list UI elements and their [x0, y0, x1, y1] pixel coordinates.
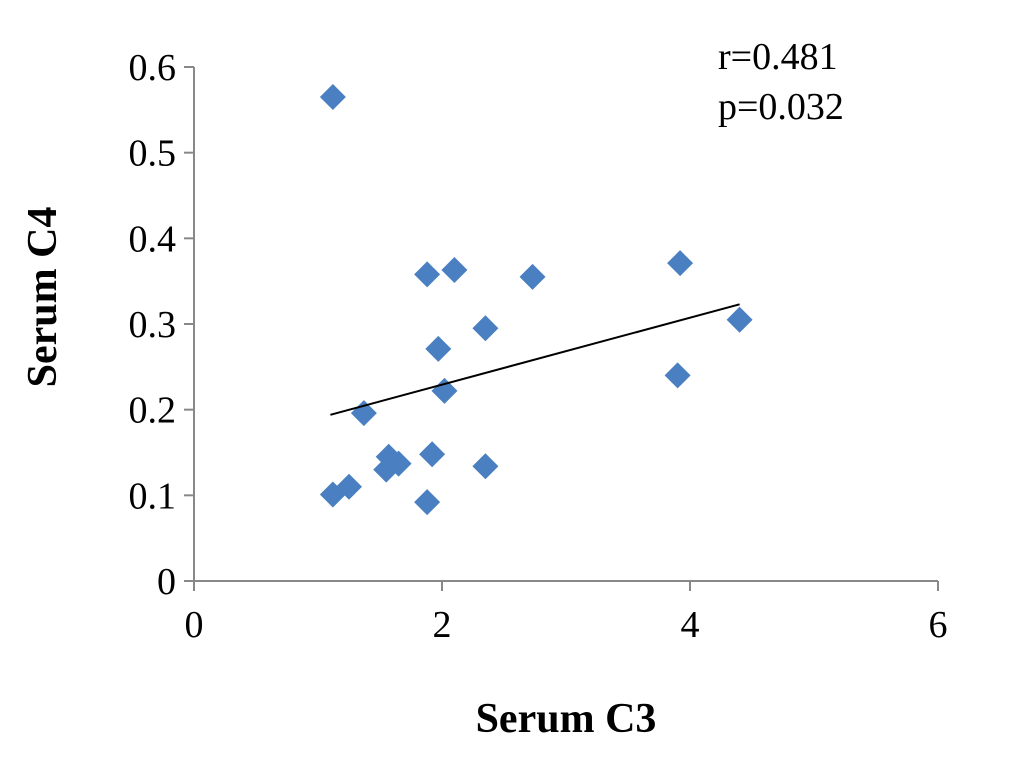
y-tick-label: 0	[157, 561, 176, 603]
data-point	[472, 315, 499, 342]
y-tick-label: 0.6	[129, 47, 177, 89]
y-tick-label: 0.2	[129, 390, 177, 432]
data-point	[414, 489, 441, 516]
data-point	[425, 335, 452, 362]
data-point	[664, 362, 691, 389]
p-value-annotation: p=0.032	[718, 86, 844, 128]
y-tick-label: 0.1	[129, 475, 177, 517]
trendline	[330, 303, 740, 416]
data-point	[319, 83, 346, 110]
axes	[193, 67, 938, 582]
data-point	[726, 306, 753, 333]
y-tick-label: 0.5	[129, 133, 177, 175]
data-point	[431, 377, 458, 404]
data-point	[519, 263, 546, 290]
data-point	[373, 456, 400, 483]
data-points	[319, 83, 753, 516]
data-point	[414, 261, 441, 288]
y-tick-label: 0.4	[129, 218, 177, 260]
x-axis-title: Serum C3	[476, 696, 657, 742]
x-tick-label: 0	[185, 604, 204, 646]
correlation-r-annotation: r=0.481	[718, 36, 838, 78]
x-tick-label: 6	[929, 604, 948, 646]
data-point	[319, 481, 346, 508]
data-point	[472, 453, 499, 480]
y-axis-ticks: 0 0.1 0.2 0.3 0.4 0.5 0.6	[129, 47, 194, 603]
x-axis-ticks: 0 2 4 6	[185, 581, 948, 646]
data-point	[441, 257, 468, 284]
data-point	[667, 250, 694, 277]
x-tick-label: 2	[433, 604, 452, 646]
x-tick-label: 4	[681, 604, 700, 646]
data-point	[419, 441, 446, 468]
y-axis-title: Serum C4	[20, 207, 66, 388]
y-tick-label: 0.3	[129, 304, 177, 346]
